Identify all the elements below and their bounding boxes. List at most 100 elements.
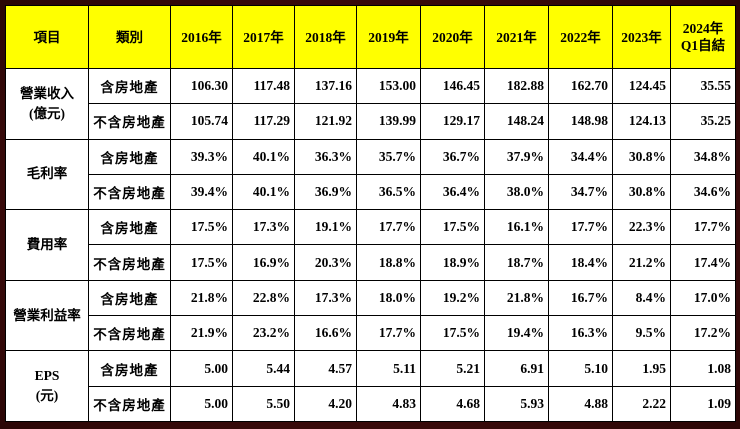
- value-cell: 18.8%: [356, 244, 421, 281]
- value-cell: 17.3%: [294, 279, 357, 317]
- value-cell: 22.8%: [232, 279, 295, 317]
- header-cell: 2016年: [170, 5, 233, 69]
- value-cell: 36.7%: [420, 138, 485, 175]
- category-cell: 不含房地產: [88, 315, 171, 352]
- value-cell: 17.5%: [420, 315, 485, 352]
- value-cell: 21.8%: [484, 279, 549, 317]
- table-row: 不含房地產 39.4% 40.1% 36.9% 36.5% 36.4% 38.0% 34.7%…: [6, 173, 736, 211]
- data-table: 項目 類別 2016年 2017年 2018年 2019年 2020年 2021年 2022年 2…: [5, 5, 736, 423]
- value-cell: 117.29: [232, 103, 295, 140]
- value-cell: 17.5%: [170, 244, 233, 281]
- value-cell: 23.2%: [232, 315, 295, 352]
- header-cell: 類別: [88, 5, 171, 69]
- value-cell: 5.44: [232, 350, 295, 387]
- value-cell: 4.68: [420, 385, 485, 423]
- value-cell: 19.2%: [420, 279, 485, 317]
- header-cell: 2021年: [484, 5, 549, 69]
- value-cell: 4.83: [356, 385, 421, 423]
- value-cell: 21.2%: [612, 244, 671, 281]
- value-cell: 40.1%: [232, 173, 295, 211]
- value-cell: 39.3%: [170, 138, 233, 175]
- value-cell: 36.4%: [420, 173, 485, 211]
- value-cell: 6.91: [484, 350, 549, 387]
- value-cell: 16.1%: [484, 209, 549, 246]
- value-cell: 39.4%: [170, 173, 233, 211]
- value-cell: 17.7%: [548, 209, 613, 246]
- value-cell: 35.7%: [356, 138, 421, 175]
- value-cell: 121.92: [294, 103, 357, 140]
- category-cell: 含房地產: [88, 138, 171, 175]
- value-cell: 2.22: [612, 385, 671, 423]
- category-cell: 不含房地產: [88, 173, 171, 211]
- value-cell: 5.10: [548, 350, 613, 387]
- value-cell: 18.0%: [356, 279, 421, 317]
- header-cell: 項目: [5, 5, 89, 69]
- value-cell: 1.08: [670, 350, 736, 387]
- table-body: 營業收入 (億元) 含房地產 106.30 117.48 137.16 153.00 146.…: [5, 67, 736, 423]
- cell-line: 營業收入: [20, 85, 74, 101]
- value-cell: 5.00: [170, 385, 233, 423]
- value-cell: 146.45: [420, 67, 485, 105]
- cell-line: 毛利率: [26, 166, 68, 182]
- item-cell: 毛利率: [5, 138, 89, 211]
- category-cell: 含房地產: [88, 209, 171, 246]
- value-cell: 21.8%: [170, 279, 233, 317]
- table-row: 不含房地產 21.9% 23.2% 16.6% 17.7% 17.5% 19.4% 16.3%…: [6, 315, 736, 352]
- header-row: 項目 類別 2016年 2017年 2018年 2019年 2020年 2021年 2022年 2…: [5, 5, 736, 69]
- value-cell: 124.45: [612, 67, 671, 105]
- header-cell: 2020年: [420, 5, 485, 69]
- value-cell: 17.5%: [170, 209, 233, 246]
- value-cell: 34.7%: [548, 173, 613, 211]
- value-cell: 35.55: [670, 67, 736, 105]
- value-cell: 19.4%: [484, 315, 549, 352]
- value-cell: 182.88: [484, 67, 549, 105]
- table-row: 毛利率 含房地產 39.3% 40.1% 36.3% 35.7% 36.7% 37.9% 34.…: [5, 138, 736, 211]
- header-cell: 2018年: [294, 5, 357, 69]
- value-cell: 4.20: [294, 385, 357, 423]
- value-cell: 36.3%: [294, 138, 357, 175]
- value-cell: 1.95: [612, 350, 671, 387]
- value-cell: 17.5%: [420, 209, 485, 246]
- value-cell: 38.0%: [484, 173, 549, 211]
- table-row: 營業收入 (億元) 含房地產 106.30 117.48 137.16 153.00 146.…: [5, 67, 736, 140]
- value-cell: 37.9%: [484, 138, 549, 175]
- cell-line: (億元): [29, 105, 65, 121]
- value-cell: 139.99: [356, 103, 421, 140]
- value-cell: 36.5%: [356, 173, 421, 211]
- category-cell: 不含房地產: [88, 244, 171, 281]
- value-cell: 22.3%: [612, 209, 671, 246]
- value-cell: 9.5%: [612, 315, 671, 352]
- value-cell: 18.7%: [484, 244, 549, 281]
- value-cell: 17.3%: [232, 209, 295, 246]
- value-cell: 8.4%: [612, 279, 671, 317]
- value-cell: 21.9%: [170, 315, 233, 352]
- value-cell: 1.09: [670, 385, 736, 423]
- value-cell: 17.7%: [356, 315, 421, 352]
- value-cell: 16.3%: [548, 315, 613, 352]
- value-cell: 17.7%: [356, 209, 421, 246]
- table-row: 不含房地產 5.00 5.50 4.20 4.83 4.68 5.93 4.88 2.22 1.0…: [6, 385, 736, 423]
- category-cell: 不含房地產: [88, 103, 171, 140]
- value-cell: 17.0%: [670, 279, 736, 317]
- header-cell: 2023年: [612, 5, 671, 69]
- value-cell: 18.9%: [420, 244, 485, 281]
- value-cell: 148.24: [484, 103, 549, 140]
- value-cell: 5.11: [356, 350, 421, 387]
- item-cell: EPS (元): [5, 350, 89, 422]
- category-cell: 含房地產: [88, 350, 171, 387]
- value-cell: 16.6%: [294, 315, 357, 352]
- header-cell: 2019年: [356, 5, 421, 69]
- value-cell: 17.2%: [670, 315, 736, 352]
- value-cell: 30.8%: [612, 173, 671, 211]
- cell-line: Q1自結: [680, 38, 726, 53]
- value-cell: 162.70: [548, 67, 613, 105]
- value-cell: 137.16: [294, 67, 357, 105]
- value-cell: 148.98: [548, 103, 613, 140]
- value-cell: 17.7%: [670, 209, 736, 246]
- value-cell: 20.3%: [294, 244, 357, 281]
- header-cell: 2024年 Q1自結: [670, 5, 736, 69]
- value-cell: 117.48: [232, 67, 295, 105]
- value-cell: 5.21: [420, 350, 485, 387]
- value-cell: 4.88: [548, 385, 613, 423]
